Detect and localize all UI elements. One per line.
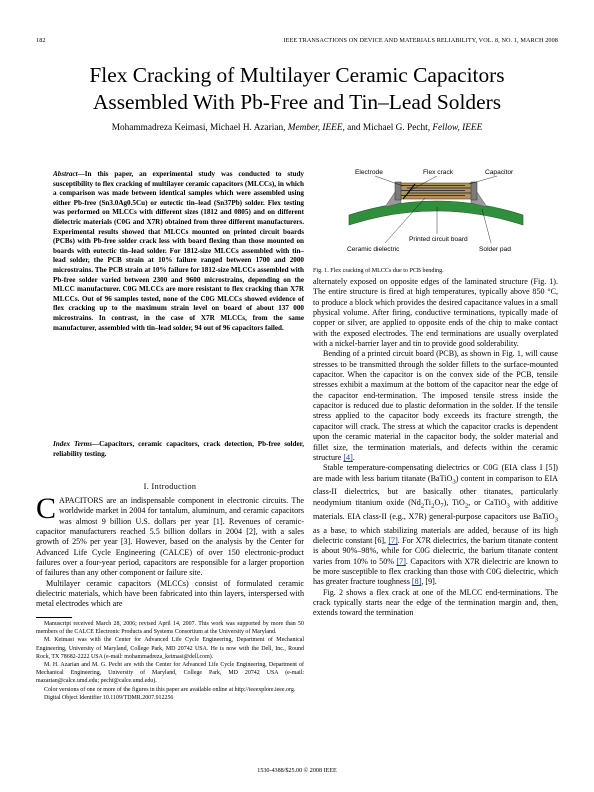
flex-crack-line (402, 183, 416, 200)
right-paragraph-1: alternately exposed on opposite edges of… (313, 277, 558, 349)
section-heading-introduction: I. Introduction (143, 482, 197, 491)
ceramic-leader (384, 197, 426, 244)
intro-paragraph-1: C APACITORS are an indispensable componen… (36, 492, 304, 579)
capacitor-leader (468, 175, 498, 185)
flex-crack-leader (410, 175, 438, 191)
index-terms-text: —Capacitors, ceramic capacitors, crack d… (53, 440, 304, 458)
intro-paragraph-1-text: APACITORS are an indispensable component… (36, 496, 304, 578)
running-header: 182 IEEE TRANSACTIONS ON DEVICE AND MATE… (36, 37, 558, 44)
page-number: 182 (36, 37, 46, 44)
footnotes: Manuscript received March 28, 2006; revi… (36, 620, 304, 702)
right-column-body: alternately exposed on opposite edges of… (313, 277, 558, 619)
right-paragraph-3: Stable temperature-compensating dielectr… (313, 463, 558, 587)
index-terms: Index Terms—Capacitors, ceramic capacito… (53, 440, 304, 459)
pecht-title: Fellow, IEEE (432, 123, 483, 133)
azarian-title: Member, IEEE (287, 123, 343, 133)
abstract: Abstract—In this paper, an experimental … (53, 170, 304, 333)
index-terms-label: Index Terms (53, 440, 92, 448)
footnote-rule (36, 617, 72, 618)
electrode-layers (401, 185, 471, 196)
left-termination (394, 181, 402, 201)
label-solder-pad: Solder pad (479, 246, 511, 253)
author-separator: , and Michael G. Pecht, (342, 123, 433, 133)
footnote-color-versions: Color versions of one or more of the fig… (44, 686, 296, 693)
pcb-board (348, 200, 524, 226)
electrode-leader (374, 175, 404, 187)
drop-cap: C (36, 492, 57, 525)
author-names: Mohammadreza Keimasi, Michael H. Azarian… (111, 123, 288, 133)
journal-name: IEEE TRANSACTIONS ON DEVICE AND MATERIAL… (283, 37, 558, 44)
right-termination (470, 181, 478, 201)
copyright-footer: 1530-4388/$25.00 © 2008 IEEE (257, 768, 337, 774)
abstract-text: —In this paper, an experimental study wa… (53, 170, 304, 332)
footnote-keimasi: M. Keimasi was with the Center for Advan… (36, 637, 304, 660)
label-electrode: Electrode (355, 169, 383, 176)
title-line-1: Flex Cracking of Multilayer Ceramic Capa… (89, 63, 505, 87)
right-paragraph-2: Bending of a printed circuit board (PCB)… (313, 349, 558, 462)
introduction-body: C APACITORS are an indispensable componen… (36, 492, 304, 610)
author-list: Mohammadreza Keimasi, Michael H. Azarian… (36, 123, 558, 133)
reference-link-8[interactable]: [8] (411, 577, 422, 587)
right-paragraph-4: Fig. 2 shows a flex crack at one of the … (313, 587, 558, 618)
reference-link-7a[interactable]: [7] (388, 536, 398, 546)
figure-1-flex-cracking-diagram: Electrode Flex crack Capacitor Printed c… (347, 169, 524, 253)
title-line-2: Assembled With Pb-Free and Tin–Lead Sold… (92, 89, 502, 114)
paper-title: Flex Cracking of Multilayer Ceramic Capa… (36, 62, 558, 115)
label-flex-crack: Flex crack (423, 169, 454, 176)
label-capacitor: Capacitor (485, 169, 514, 176)
footnote-doi: Digital Object Identifier 10.1109/TDMR.2… (44, 694, 174, 701)
label-ceramic-dielectric: Ceramic dielectric (347, 246, 400, 253)
footnote-received: Manuscript received March 28, 2006; revi… (36, 621, 304, 636)
figure-1-caption: Fig. 1. Flex cracking of MLCCs due to PC… (313, 268, 444, 274)
abstract-label: Abstract (53, 170, 78, 178)
label-printed-circuit-board: Printed circuit board (409, 236, 468, 243)
solder-leader (481, 208, 492, 244)
reference-link-7b[interactable]: [7] (396, 556, 406, 566)
reference-link-4[interactable]: [4] (343, 452, 353, 462)
footnote-azarian-pecht: M. H. Azarian and M. G. Pecht are with t… (36, 662, 304, 685)
intro-paragraph-2: Multilayer ceramic capacitors (MLCCs) co… (36, 578, 304, 609)
